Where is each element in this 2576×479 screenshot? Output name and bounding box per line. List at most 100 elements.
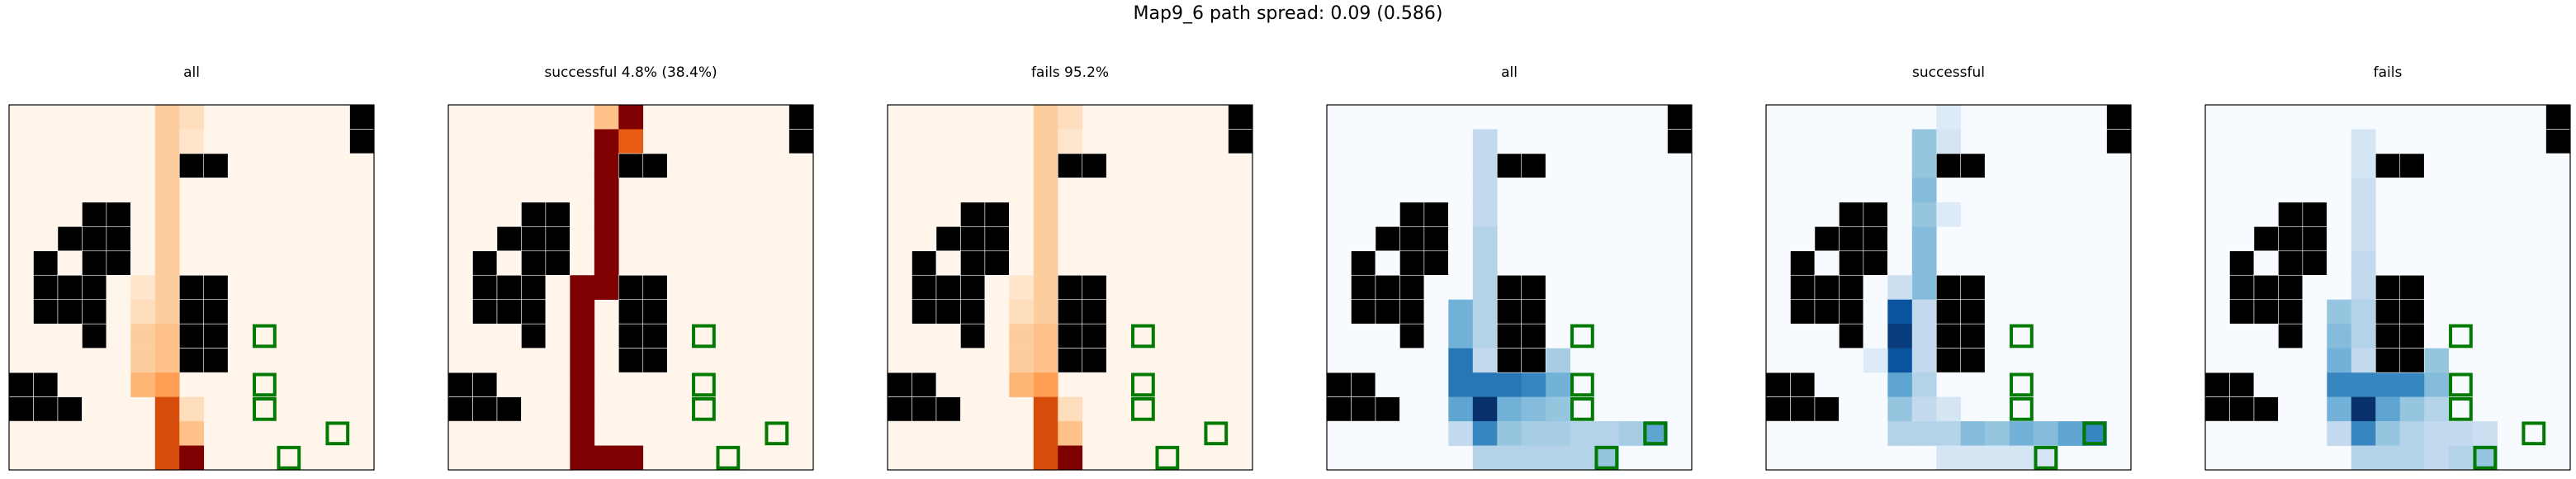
heatmap-cell [1033, 226, 1058, 252]
heatmap-cell [1497, 396, 1522, 422]
heatmap-cell [1009, 299, 1035, 325]
obstacle-cell [2229, 396, 2255, 422]
goal-marker [1204, 421, 1229, 446]
heatmap-cell [1546, 421, 1570, 446]
heatmap-cell [1887, 348, 1913, 373]
heatmap-cell [2399, 445, 2425, 471]
heatmap-cell [1058, 421, 1083, 446]
obstacle-cell [1351, 396, 1376, 422]
obstacle-cell [82, 250, 107, 276]
heatmap-cell [179, 421, 205, 446]
heatmap-cell [1546, 445, 1570, 471]
goal-marker [692, 372, 716, 397]
goal-marker [2473, 445, 2498, 470]
heatmap-cell [1594, 421, 1619, 446]
obstacle-cell [1790, 396, 1816, 422]
heatmap-cell [1911, 275, 1937, 301]
obstacle-cell [1814, 396, 1840, 422]
heatmap-cell [154, 178, 180, 203]
heatmap-cell [2351, 348, 2376, 373]
heatmap-cell [618, 105, 644, 130]
heatmap-cell [154, 275, 180, 301]
heatmap-plot [447, 104, 814, 471]
obstacle-cell [1228, 104, 1253, 130]
obstacle-cell [2278, 226, 2304, 252]
heatmap-cell [154, 202, 180, 227]
obstacle-cell [496, 274, 522, 301]
obstacle-cell [447, 396, 473, 422]
goal-marker [2449, 396, 2473, 421]
heatmap-cell [1497, 372, 1522, 397]
obstacle-cell [1351, 274, 1376, 301]
obstacle-cell [935, 274, 961, 301]
heatmap-cell [1058, 105, 1083, 130]
obstacle-cell [521, 299, 547, 325]
obstacle-cell [106, 250, 131, 276]
obstacle-cell [912, 299, 937, 325]
obstacle-cell [82, 226, 107, 252]
heatmap-cell [1472, 226, 1498, 252]
obstacle-cell [2375, 274, 2401, 301]
heatmap-cell [1911, 348, 1937, 373]
heatmap-cell [570, 421, 595, 446]
heatmap-cell [1472, 348, 1498, 373]
obstacle-cell [2229, 250, 2255, 276]
heatmap-cell [1985, 445, 2010, 471]
obstacle-cell [349, 104, 375, 130]
obstacle-cell [521, 226, 547, 252]
heatmap-cell [154, 421, 180, 446]
heatmap-cell [1472, 129, 1498, 154]
obstacle-cell [1496, 153, 1522, 178]
heatmap-cell [1033, 421, 1058, 446]
heatmap-cell [130, 348, 156, 373]
heatmap-cell [1911, 396, 1937, 422]
obstacle-cell [887, 372, 912, 397]
heatmap-cell [570, 299, 595, 325]
obstacle-cell [57, 299, 83, 325]
panel-title: successful [1912, 64, 1985, 81]
obstacle-cell [618, 153, 644, 178]
heatmap-cell [2375, 421, 2401, 446]
heatmap-cell [154, 226, 180, 252]
obstacle-cell [1082, 153, 1107, 178]
heatmap-cell [1887, 275, 1913, 301]
heatmap-cell [594, 275, 619, 301]
obstacle-cell [33, 299, 59, 325]
heatmap-cell [1521, 445, 1546, 471]
obstacle-cell [472, 396, 498, 422]
heatmap-cell [1911, 421, 1937, 446]
goal-marker [716, 445, 741, 470]
obstacle-cell [106, 202, 131, 227]
obstacle-cell [203, 274, 229, 301]
heatmap-cell [2009, 421, 2034, 446]
heatmap-cell [1936, 105, 1962, 130]
heatmap-cell [2351, 202, 2376, 227]
obstacle-cell [82, 299, 107, 325]
heatmap-cell [1911, 226, 1937, 252]
heatmap-cell [1033, 348, 1058, 373]
heatmap-cell [1960, 421, 1986, 446]
obstacle-cell [472, 299, 498, 325]
axes-frame [2204, 104, 2571, 471]
obstacle-cell [1839, 274, 1864, 301]
obstacle-cell [2229, 372, 2255, 397]
obstacle-cell [1765, 396, 1791, 422]
obstacle-cell [1351, 372, 1376, 397]
heatmap-cell [1472, 421, 1498, 446]
heatmap-cell [1960, 445, 1986, 471]
heatmap-cell [2057, 421, 2083, 446]
obstacle-cell [788, 129, 814, 154]
obstacle-cell [496, 396, 522, 422]
heatmap-cell [594, 178, 619, 203]
heatmap-cell [1058, 129, 1083, 154]
obstacle-cell [984, 202, 1010, 227]
obstacle-cell [1863, 250, 1888, 276]
obstacle-cell [1521, 153, 1546, 178]
heatmap-cell [154, 250, 180, 276]
heatmap-cell [1472, 299, 1498, 325]
obstacle-cell [1814, 226, 1840, 252]
obstacle-cell [178, 299, 205, 325]
heatmap-cell [570, 396, 595, 422]
heatmap-cell [1618, 421, 1644, 446]
obstacle-cell [788, 104, 814, 130]
